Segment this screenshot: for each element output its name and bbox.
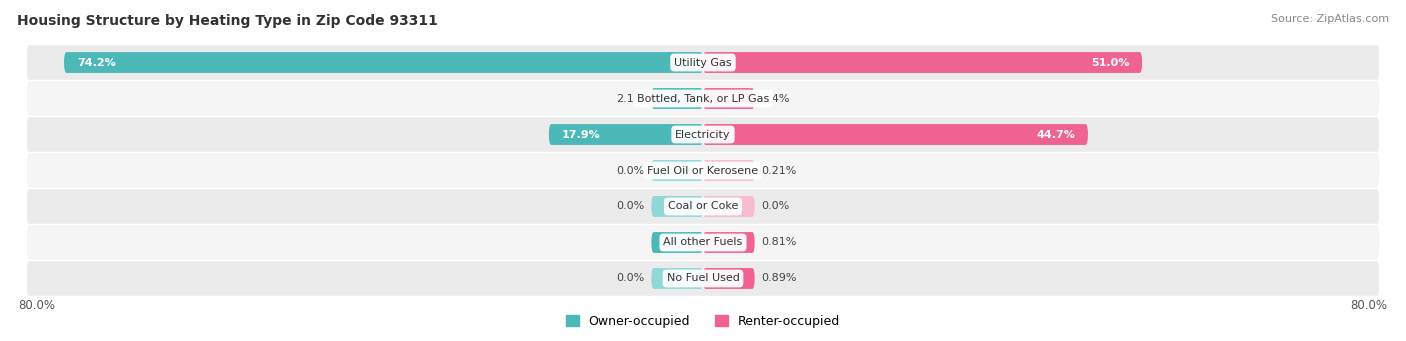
Text: Electricity: Electricity — [675, 130, 731, 139]
FancyBboxPatch shape — [703, 52, 1142, 73]
FancyBboxPatch shape — [651, 88, 703, 109]
FancyBboxPatch shape — [548, 124, 703, 145]
Text: 0.0%: 0.0% — [616, 202, 644, 211]
FancyBboxPatch shape — [703, 196, 755, 217]
FancyBboxPatch shape — [27, 45, 1379, 80]
Text: 5.7%: 5.7% — [664, 237, 695, 248]
Text: 0.0%: 0.0% — [616, 165, 644, 176]
Text: 17.9%: 17.9% — [562, 130, 600, 139]
FancyBboxPatch shape — [27, 81, 1379, 116]
FancyBboxPatch shape — [651, 160, 703, 181]
FancyBboxPatch shape — [651, 268, 703, 289]
FancyBboxPatch shape — [703, 88, 755, 109]
Text: Source: ZipAtlas.com: Source: ZipAtlas.com — [1271, 14, 1389, 24]
Text: 2.4%: 2.4% — [762, 93, 790, 104]
FancyBboxPatch shape — [27, 225, 1379, 260]
Text: 44.7%: 44.7% — [1036, 130, 1076, 139]
FancyBboxPatch shape — [65, 52, 703, 73]
FancyBboxPatch shape — [27, 261, 1379, 296]
Text: All other Fuels: All other Fuels — [664, 237, 742, 248]
Text: Housing Structure by Heating Type in Zip Code 93311: Housing Structure by Heating Type in Zip… — [17, 14, 437, 28]
Text: 51.0%: 51.0% — [1091, 58, 1129, 68]
FancyBboxPatch shape — [703, 232, 755, 253]
Text: 0.81%: 0.81% — [762, 237, 797, 248]
Text: Utility Gas: Utility Gas — [675, 58, 731, 68]
Text: 0.0%: 0.0% — [762, 202, 790, 211]
FancyBboxPatch shape — [703, 124, 1088, 145]
FancyBboxPatch shape — [703, 268, 755, 289]
Text: 80.0%: 80.0% — [1351, 299, 1388, 312]
FancyBboxPatch shape — [27, 153, 1379, 188]
Text: 2.1%: 2.1% — [616, 93, 644, 104]
Text: Bottled, Tank, or LP Gas: Bottled, Tank, or LP Gas — [637, 93, 769, 104]
Text: Fuel Oil or Kerosene: Fuel Oil or Kerosene — [647, 165, 759, 176]
FancyBboxPatch shape — [703, 160, 755, 181]
Text: 0.89%: 0.89% — [762, 273, 797, 283]
Text: 80.0%: 80.0% — [18, 299, 55, 312]
Text: No Fuel Used: No Fuel Used — [666, 273, 740, 283]
Legend: Owner-occupied, Renter-occupied: Owner-occupied, Renter-occupied — [561, 310, 845, 333]
Text: 0.21%: 0.21% — [762, 165, 797, 176]
Text: Coal or Coke: Coal or Coke — [668, 202, 738, 211]
FancyBboxPatch shape — [651, 232, 703, 253]
FancyBboxPatch shape — [27, 189, 1379, 224]
Text: 74.2%: 74.2% — [77, 58, 115, 68]
FancyBboxPatch shape — [27, 117, 1379, 152]
FancyBboxPatch shape — [651, 196, 703, 217]
Text: 0.0%: 0.0% — [616, 273, 644, 283]
